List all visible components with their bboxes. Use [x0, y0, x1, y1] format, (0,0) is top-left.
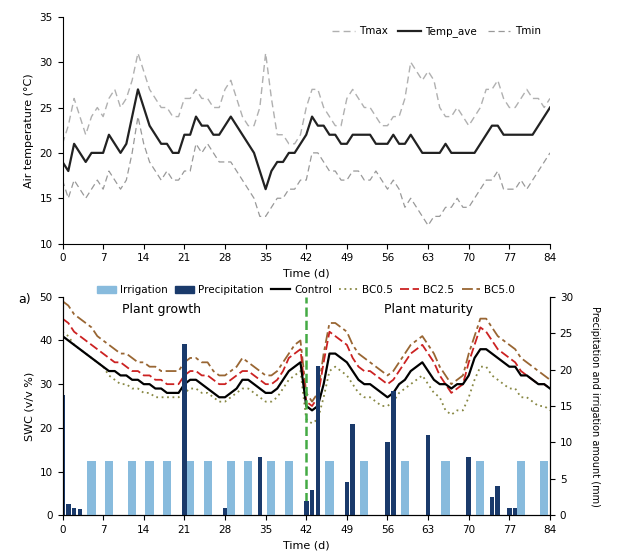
X-axis label: Time (d): Time (d)	[283, 540, 329, 550]
Bar	[78, 510, 82, 515]
Bar	[507, 508, 512, 515]
Bar	[244, 460, 252, 515]
Bar	[476, 460, 484, 515]
Y-axis label: Air temperature (°C): Air temperature (°C)	[24, 73, 34, 188]
X-axis label: Time (d): Time (d)	[283, 269, 329, 279]
Text: a): a)	[19, 293, 31, 306]
Bar	[466, 457, 471, 515]
Bar	[163, 460, 171, 515]
Bar	[351, 424, 355, 515]
Bar	[401, 460, 409, 515]
Bar	[186, 460, 194, 515]
Bar	[66, 504, 71, 515]
Bar	[105, 460, 113, 515]
Bar	[285, 460, 293, 515]
Text: Plant growth: Plant growth	[122, 304, 201, 316]
Bar	[513, 508, 518, 515]
Bar	[146, 460, 154, 515]
Bar	[268, 460, 276, 515]
Bar	[182, 344, 187, 515]
Bar	[204, 460, 212, 515]
Bar	[540, 460, 548, 515]
Bar	[222, 508, 228, 515]
Bar	[385, 442, 390, 515]
Bar	[489, 497, 494, 515]
Bar	[360, 460, 368, 515]
Bar	[304, 501, 309, 515]
Y-axis label: Precipitation and irrigation amount (mm): Precipitation and irrigation amount (mm)	[589, 306, 599, 506]
Text: Plant maturity: Plant maturity	[384, 304, 472, 316]
Bar	[496, 486, 500, 515]
Bar	[310, 489, 314, 515]
Bar	[441, 460, 449, 515]
Bar	[326, 460, 334, 515]
Bar	[426, 435, 431, 515]
Bar	[258, 457, 262, 515]
Bar	[60, 395, 65, 515]
Legend: Tmax, Temp_ave, Tmin: Tmax, Temp_ave, Tmin	[328, 22, 545, 41]
Bar	[88, 460, 96, 515]
Bar	[517, 460, 525, 515]
Bar	[344, 482, 349, 515]
Y-axis label: SWC (v/v %): SWC (v/v %)	[24, 371, 34, 441]
Legend: Irrigation, Precipitation, Control, BC0.5, BC2.5, BC5.0: Irrigation, Precipitation, Control, BC0.…	[93, 281, 519, 299]
Bar	[391, 391, 396, 515]
Bar	[128, 460, 136, 515]
Bar	[316, 366, 320, 515]
Bar	[227, 460, 235, 515]
Bar	[72, 508, 76, 515]
